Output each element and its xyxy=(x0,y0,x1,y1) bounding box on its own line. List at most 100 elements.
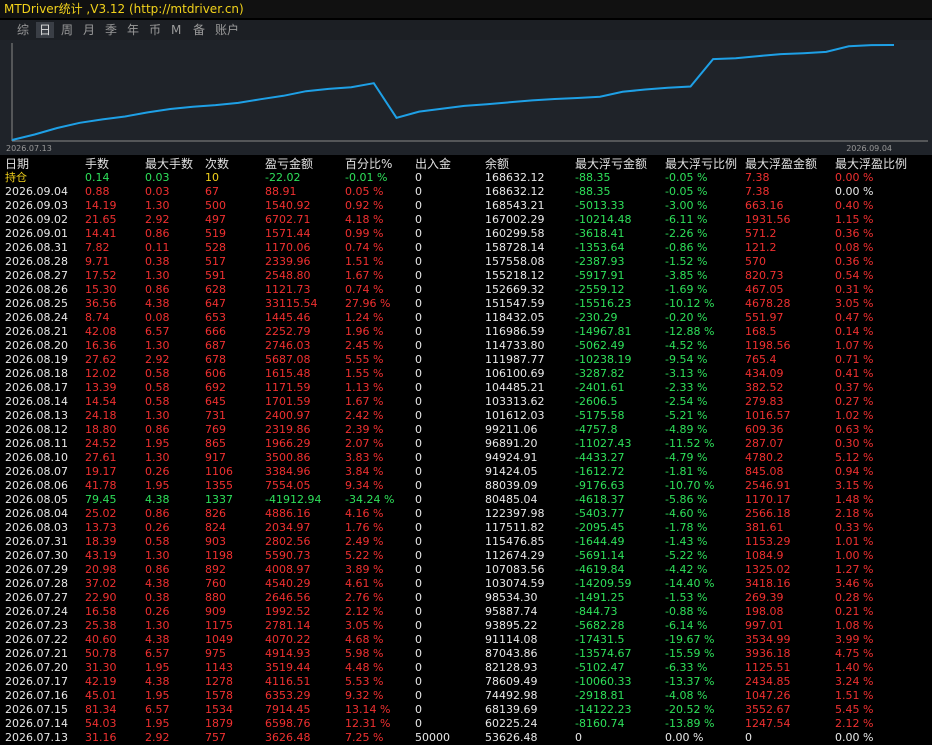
table-cell: 381.61 xyxy=(745,521,784,534)
table-row: 2026.08.25 36.56 4.38 647 33115.54 27.96 % 0 15… xyxy=(0,297,932,311)
table-cell: 1.30 xyxy=(145,409,170,422)
table-cell: 95887.74 xyxy=(485,605,538,618)
table-cell: 434.09 xyxy=(745,367,784,380)
tab[interactable]: 季 xyxy=(105,23,118,37)
table-cell: 4.75 % xyxy=(835,647,874,660)
table-cell: 3.15 % xyxy=(835,479,874,492)
table-cell: 1047.26 xyxy=(745,689,791,702)
table-cell: 3.83 % xyxy=(345,451,384,464)
table-cell: 167002.29 xyxy=(485,213,545,226)
table-cell: 2026.08.18 xyxy=(5,367,68,380)
table-cell: 22.90 xyxy=(85,591,117,604)
table-row: 2026.08.31 7.82 0.11 528 1170.06 0.74 % 0 15872… xyxy=(0,241,932,255)
tab[interactable]: 币 xyxy=(149,23,162,37)
tab[interactable]: 账户 xyxy=(215,23,240,37)
table-row: 2026.07.29 20.98 0.86 892 4008.97 3.89 % 0 1070… xyxy=(0,563,932,577)
tab[interactable]: 备 xyxy=(193,23,206,37)
table-cell: 0 xyxy=(415,353,422,366)
table-cell: 158728.14 xyxy=(485,241,545,254)
table-cell: 2026.08.06 xyxy=(5,479,68,492)
table-cell: 20.98 xyxy=(85,563,117,576)
table-cell: 2026.08.19 xyxy=(5,353,68,366)
table-cell: 2026.07.24 xyxy=(5,605,68,618)
table-cell: 1198 xyxy=(205,549,233,562)
table-cell: 0 xyxy=(415,199,422,212)
table-cell: 2802.56 xyxy=(265,535,311,548)
table-row: 2026.08.04 25.02 0.86 826 4886.16 4.16 % 0 1223… xyxy=(0,507,932,521)
table-cell: 1.95 xyxy=(145,661,170,674)
tab[interactable]: 年 xyxy=(127,23,140,37)
table-cell: 2746.03 xyxy=(265,339,311,352)
table-cell: 13.73 xyxy=(85,521,117,534)
table-cell: 1143 xyxy=(205,661,233,674)
table-cell: 1170.17 xyxy=(745,493,791,506)
table-cell: 79.45 xyxy=(85,493,117,506)
table-cell: 15.30 xyxy=(85,283,117,296)
table-cell: 5.22 % xyxy=(345,549,384,562)
table-cell: 7914.45 xyxy=(265,703,311,716)
table-cell: -88.35 xyxy=(575,185,611,198)
table-cell: 25.02 xyxy=(85,507,117,520)
table-cell: 1.67 % xyxy=(345,395,384,408)
table-cell: 0 xyxy=(415,297,422,310)
table-cell: 9.32 % xyxy=(345,689,384,702)
table-row: 2026.09.03 14.19 1.30 500 1540.92 0.92 % 0 1685… xyxy=(0,199,932,213)
table-cell: 880 xyxy=(205,591,226,604)
table-cell: 2.12 % xyxy=(345,605,384,618)
table-cell: 4678.28 xyxy=(745,297,791,310)
table-cell: 0.14 xyxy=(85,171,110,184)
table-cell: 5.55 % xyxy=(345,353,384,366)
table-row: 2026.09.02 21.65 2.92 497 6702.71 4.18 % 0 1670… xyxy=(0,213,932,227)
table-cell: 2.12 % xyxy=(835,717,874,730)
table-row: 2026.08.24 8.74 0.08 653 1445.46 1.24 % 0 11843… xyxy=(0,311,932,325)
table-cell: 1.27 % xyxy=(835,563,874,576)
table-cell: -2387.93 xyxy=(575,255,625,268)
table-cell: -13.37 % xyxy=(665,675,715,688)
table-cell: -0.01 % xyxy=(345,171,388,184)
table-cell: 2.49 % xyxy=(345,535,384,548)
table-cell: 0.86 xyxy=(145,423,170,436)
header-cell: 余额 xyxy=(485,157,510,171)
table-cell: 0.58 xyxy=(145,395,170,408)
table-cell: 2.18 % xyxy=(835,507,874,520)
table-cell: 0.74 % xyxy=(345,241,384,254)
table-cell: 43.19 xyxy=(85,549,117,562)
table-cell: 3552.67 xyxy=(745,703,791,716)
table-row: 2026.08.07 19.17 0.26 1106 3384.96 3.84 % 0 914… xyxy=(0,465,932,479)
table-cell: 4.38 xyxy=(145,633,170,646)
tab[interactable]: 综 xyxy=(17,23,30,37)
table-cell: 68139.69 xyxy=(485,703,538,716)
tab[interactable]: 日 xyxy=(36,22,55,38)
table-row: 2026.07.30 43.19 1.30 1198 5590.73 5.22 % 0 112… xyxy=(0,549,932,563)
table-cell: 1.24 % xyxy=(345,311,384,324)
table-cell: 3626.48 xyxy=(265,731,311,744)
tab[interactable]: M xyxy=(171,23,182,37)
table-cell: 0 xyxy=(415,367,422,380)
tab[interactable]: 周 xyxy=(61,23,74,37)
table-cell: 111987.77 xyxy=(485,353,545,366)
table-cell: -6.11 % xyxy=(665,213,708,226)
table-cell: -88.35 xyxy=(575,171,611,184)
table-cell: 917 xyxy=(205,451,226,464)
table-cell: -19.67 % xyxy=(665,633,715,646)
table-cell: 519 xyxy=(205,227,226,240)
table-cell: 2026.08.25 xyxy=(5,297,68,310)
table-cell: 1337 xyxy=(205,493,233,506)
tab[interactable]: 月 xyxy=(83,23,96,37)
table-cell: 687 xyxy=(205,339,226,352)
table-cell: -4618.37 xyxy=(575,493,625,506)
table-cell: 2026.08.10 xyxy=(5,451,68,464)
table-cell: 112674.29 xyxy=(485,549,545,562)
table-cell: 0.86 xyxy=(145,227,170,240)
table-cell: 1992.52 xyxy=(265,605,311,618)
table-cell: 4.38 xyxy=(145,675,170,688)
table-cell: 769 xyxy=(205,423,226,436)
table-cell: 2026.07.17 xyxy=(5,675,68,688)
table-cell: 4070.22 xyxy=(265,633,311,646)
table-cell: 12.02 xyxy=(85,367,117,380)
table-row: 2026.08.20 16.36 1.30 687 2746.03 2.45 % 0 1147… xyxy=(0,339,932,353)
table-cell: 1879 xyxy=(205,717,233,730)
table-cell: -1.69 % xyxy=(665,283,708,296)
chart-background xyxy=(0,40,932,155)
